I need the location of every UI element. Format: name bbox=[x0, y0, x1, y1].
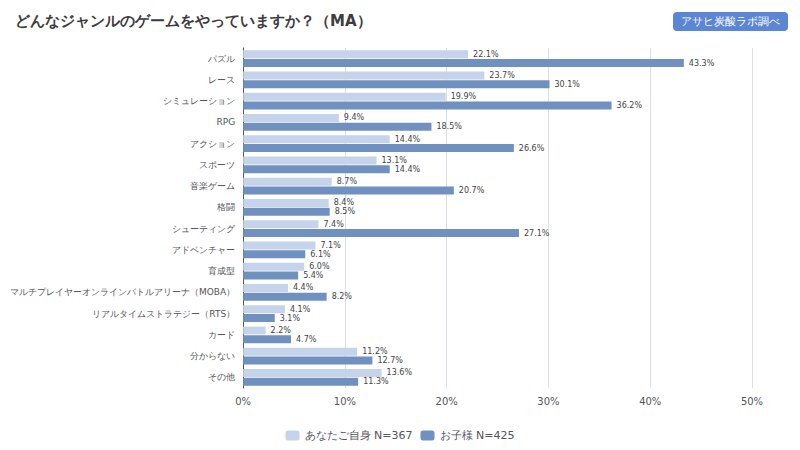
svg-text:20.7%: 20.7% bbox=[459, 186, 485, 195]
svg-text:3.1%: 3.1% bbox=[280, 314, 301, 323]
svg-text:マルチプレイヤーオンラインバトルアリーナ（MOBA）: マルチプレイヤーオンラインバトルアリーナ（MOBA） bbox=[10, 287, 235, 297]
svg-text:格闘: 格闘 bbox=[216, 202, 235, 212]
svg-text:8.2%: 8.2% bbox=[332, 292, 353, 301]
svg-text:30%: 30% bbox=[537, 396, 559, 407]
svg-text:14.4%: 14.4% bbox=[395, 165, 421, 174]
svg-text:8.7%: 8.7% bbox=[337, 177, 358, 186]
svg-text:その他: その他 bbox=[208, 372, 235, 382]
svg-text:4.7%: 4.7% bbox=[296, 335, 317, 344]
svg-text:11.2%: 11.2% bbox=[362, 347, 388, 356]
svg-text:13.6%: 13.6% bbox=[387, 368, 413, 377]
svg-text:シミュレーション: シミュレーション bbox=[163, 96, 235, 106]
svg-text:50%: 50% bbox=[741, 396, 763, 407]
svg-text:23.7%: 23.7% bbox=[489, 71, 515, 80]
svg-text:4.1%: 4.1% bbox=[290, 305, 311, 314]
svg-text:40%: 40% bbox=[639, 396, 661, 407]
svg-text:14.4%: 14.4% bbox=[395, 135, 421, 144]
svg-text:RPG: RPG bbox=[217, 117, 236, 127]
svg-text:18.5%: 18.5% bbox=[436, 122, 462, 131]
svg-text:2.2%: 2.2% bbox=[271, 326, 292, 335]
svg-text:アサヒ炭酸ラボ調べ: アサヒ炭酸ラボ調べ bbox=[681, 15, 780, 28]
svg-text:6.0%: 6.0% bbox=[309, 262, 330, 271]
svg-text:0%: 0% bbox=[235, 396, 251, 407]
svg-text:8.5%: 8.5% bbox=[335, 207, 356, 216]
svg-text:音楽ゲーム: 音楽ゲーム bbox=[190, 181, 235, 191]
svg-text:10%: 10% bbox=[334, 396, 356, 407]
svg-text:アドベンチャー: アドベンチャー bbox=[172, 245, 235, 255]
svg-text:36.2%: 36.2% bbox=[617, 101, 643, 110]
svg-text:スポーツ: スポーツ bbox=[199, 160, 235, 170]
svg-text:アクション: アクション bbox=[190, 139, 235, 149]
svg-text:27.1%: 27.1% bbox=[524, 229, 550, 238]
svg-text:パズル: パズル bbox=[207, 54, 235, 64]
svg-text:20%: 20% bbox=[436, 396, 458, 407]
svg-text:7.4%: 7.4% bbox=[323, 220, 344, 229]
svg-text:育成型: 育成型 bbox=[208, 266, 235, 276]
svg-text:どんなジャンルのゲームをやっていますか？（MA）: どんなジャンルのゲームをやっていますか？（MA） bbox=[15, 12, 372, 30]
svg-text:カード: カード bbox=[208, 330, 235, 340]
svg-text:43.3%: 43.3% bbox=[689, 59, 715, 68]
svg-text:11.3%: 11.3% bbox=[363, 377, 389, 386]
svg-text:お子様 N=425: お子様 N=425 bbox=[440, 429, 515, 442]
svg-text:レース: レース bbox=[208, 75, 235, 85]
svg-text:8.4%: 8.4% bbox=[334, 198, 355, 207]
svg-text:26.6%: 26.6% bbox=[519, 144, 545, 153]
svg-text:9.4%: 9.4% bbox=[344, 113, 365, 122]
svg-text:6.1%: 6.1% bbox=[310, 250, 331, 259]
svg-text:シューティング: シューティング bbox=[172, 224, 236, 234]
svg-text:30.1%: 30.1% bbox=[554, 80, 580, 89]
svg-text:あなたご自身 N=367: あなたご自身 N=367 bbox=[305, 429, 413, 442]
svg-text:7.1%: 7.1% bbox=[320, 241, 341, 250]
svg-text:5.4%: 5.4% bbox=[303, 271, 324, 280]
svg-text:13.1%: 13.1% bbox=[381, 156, 407, 165]
svg-text:リアルタイムストラテジー（RTS）: リアルタイムストラテジー（RTS） bbox=[92, 309, 235, 319]
svg-text:19.9%: 19.9% bbox=[451, 92, 477, 101]
svg-text:4.4%: 4.4% bbox=[293, 283, 314, 292]
svg-text:分からない: 分からない bbox=[190, 351, 235, 361]
svg-text:22.1%: 22.1% bbox=[473, 50, 499, 59]
svg-text:12.7%: 12.7% bbox=[377, 356, 403, 365]
